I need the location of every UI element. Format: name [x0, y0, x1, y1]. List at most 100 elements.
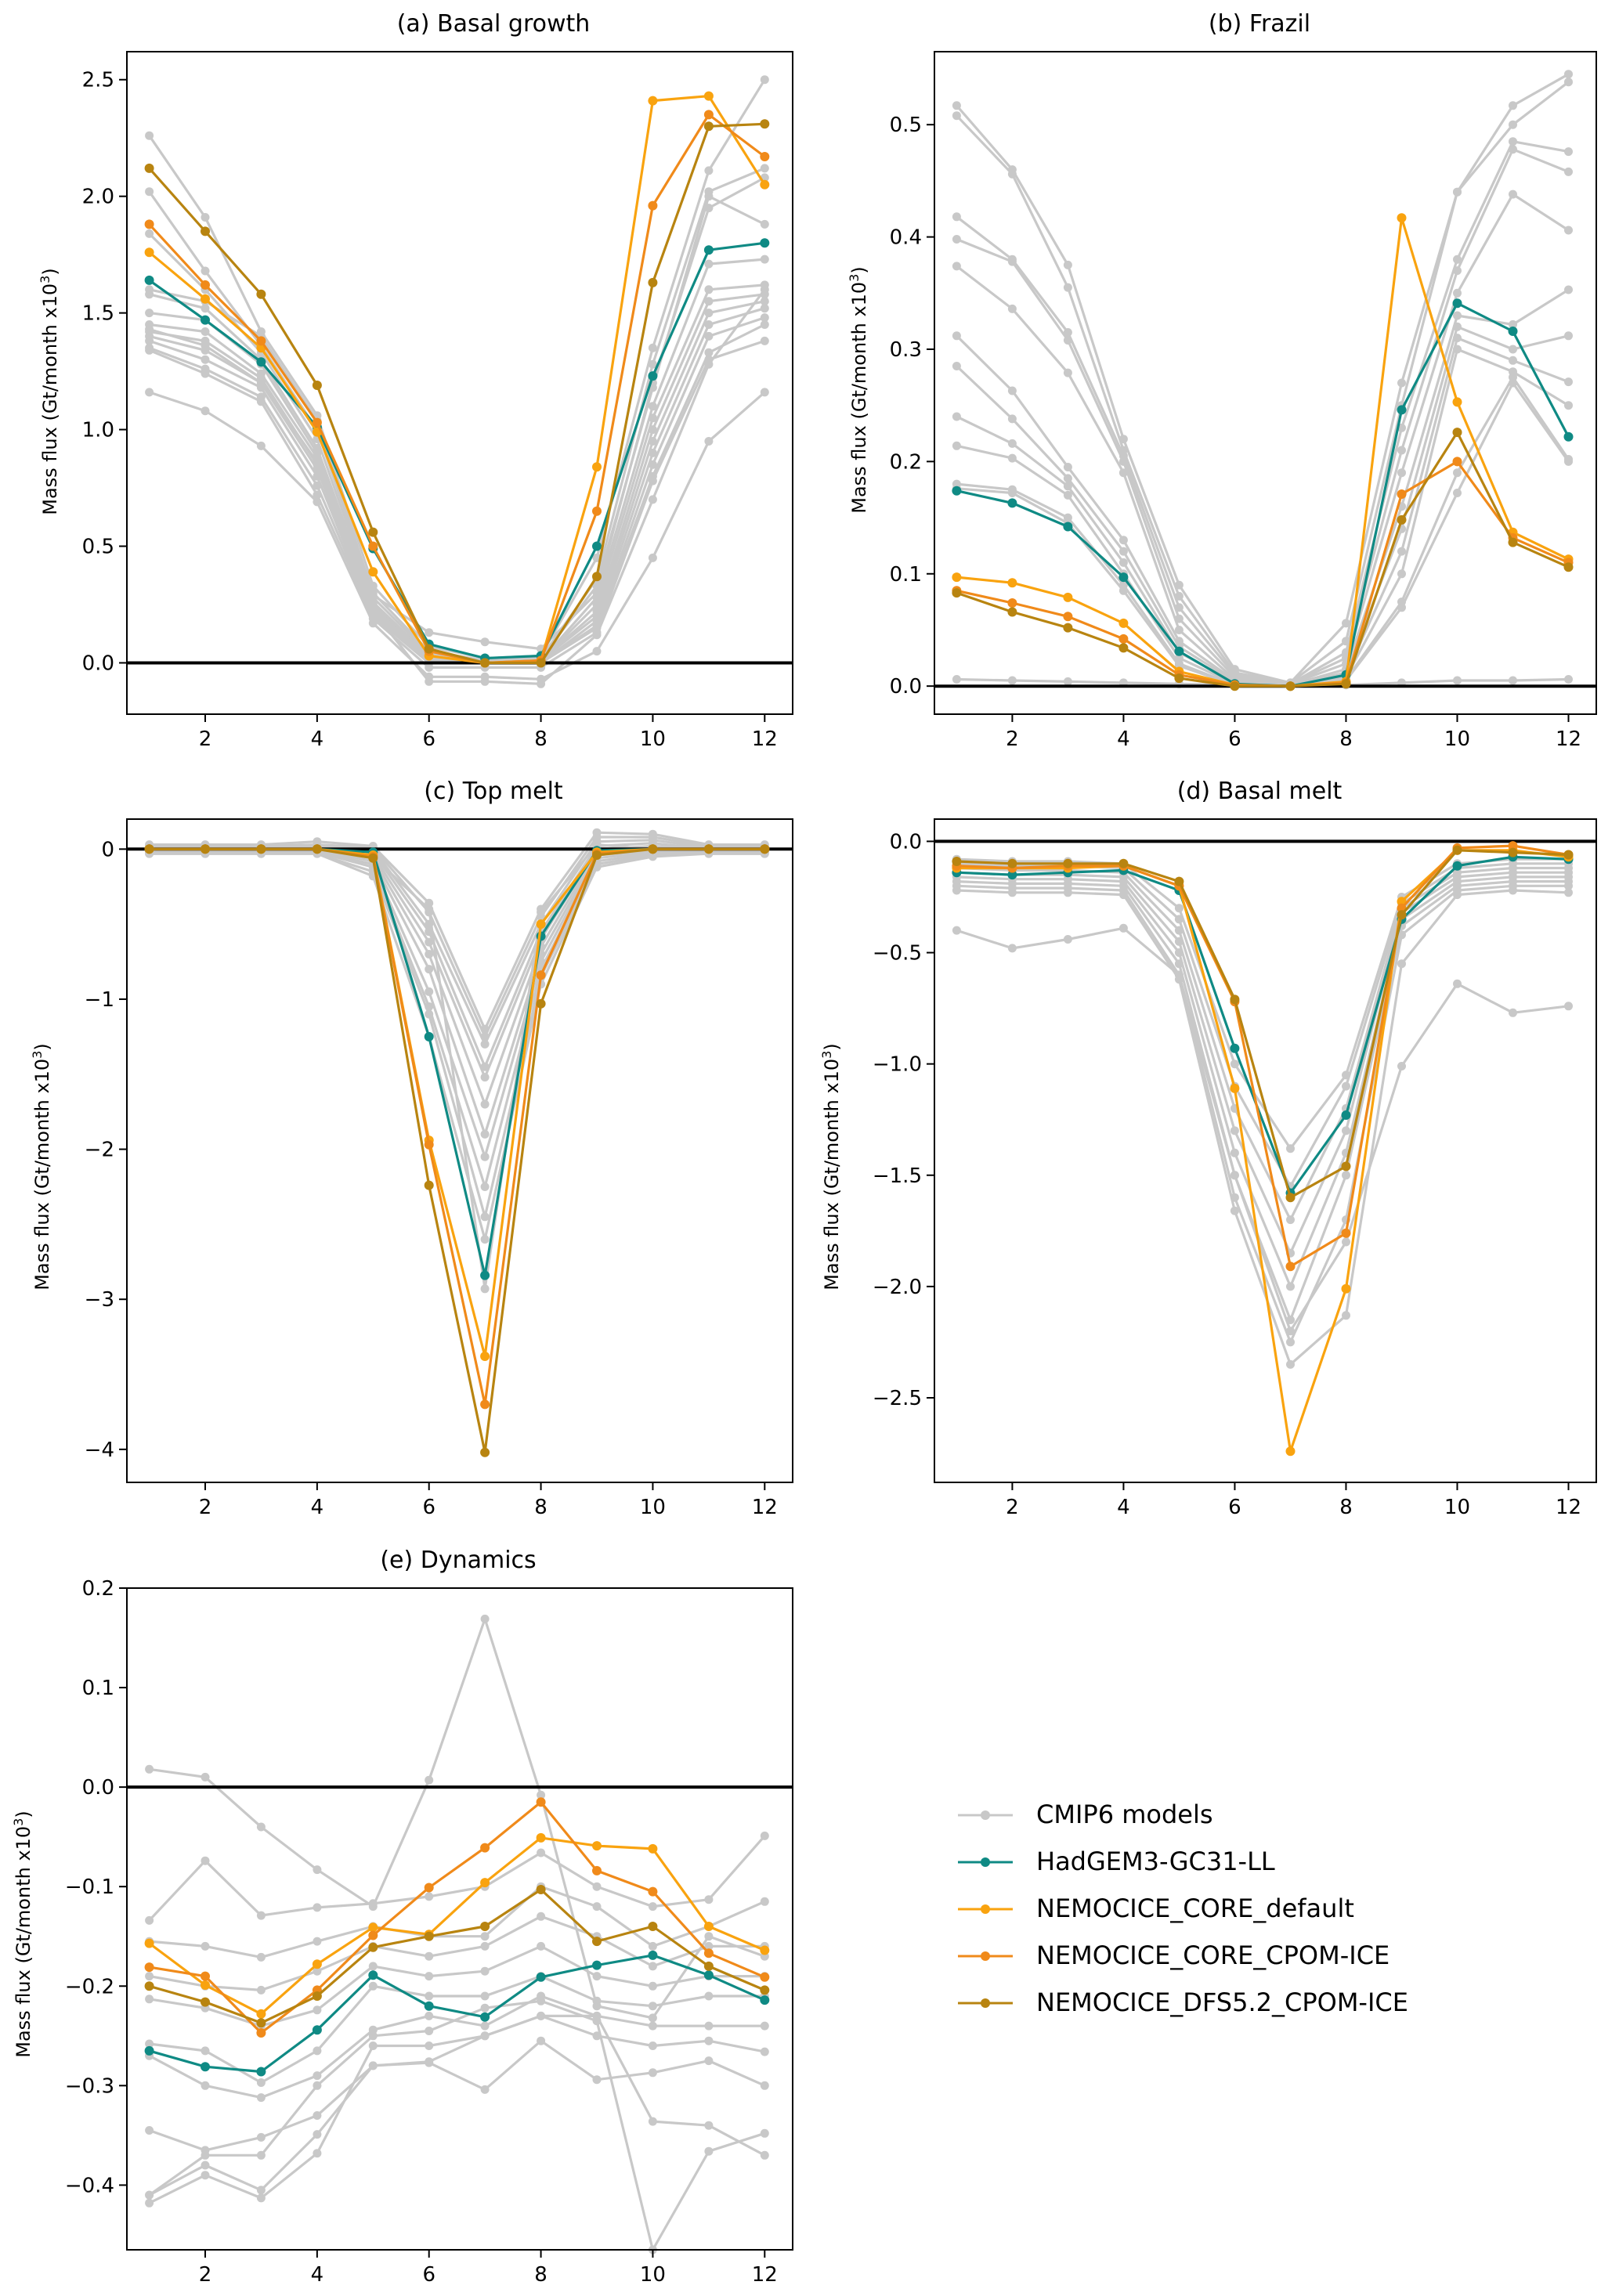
y-tick-label: −0.5 [873, 942, 922, 966]
cmip6-model-point [368, 2025, 378, 2034]
cmip6-model-point [592, 630, 602, 640]
series-point-dfs [312, 844, 322, 854]
legend-label: HadGEM3-GC31-LL [1036, 1847, 1275, 1876]
series-point-hadgem [1230, 1043, 1240, 1053]
cmip6-model-point [1453, 266, 1462, 276]
series-point-dfs [1007, 607, 1017, 617]
y-tick-label: −4 [85, 1439, 114, 1462]
cmip6-model-point [1453, 468, 1462, 478]
series-point-core_cpom [368, 1930, 378, 1940]
cmip6-model-point [256, 1985, 266, 1995]
series-point-core_default [1285, 1446, 1296, 1457]
cmip6-model-point [704, 2121, 714, 2130]
series-point-dfs [1452, 845, 1462, 855]
series-point-dfs [424, 644, 434, 654]
series-point-hadgem [312, 2025, 322, 2035]
cmip6-model-point [952, 212, 961, 222]
cmip6-model-line [149, 831, 765, 1031]
x-tick-label: 2 [199, 727, 212, 751]
series-point-hadgem [1007, 498, 1017, 508]
cmip6-model-point [1007, 257, 1017, 266]
series-point-hadgem [648, 371, 658, 381]
cmip6-model-point [425, 919, 434, 929]
y-tick-label: 0.4 [890, 226, 922, 250]
series-point-dfs [1285, 681, 1296, 691]
series-point-core_default [368, 1922, 378, 1933]
panel-title: (d) Basal melt [1177, 778, 1343, 805]
series-point-dfs [1563, 850, 1574, 860]
cmip6-model-line [956, 857, 1569, 1150]
cmip6-model-point [201, 213, 210, 222]
series-point-core_cpom [1508, 841, 1518, 851]
series-point-core_cpom [648, 1886, 658, 1897]
y-tick-label: −2 [85, 1139, 114, 1162]
cmip6-model-point [648, 2013, 657, 2023]
series-point-core_cpom [1397, 489, 1407, 499]
cmip6-model-point [201, 2081, 210, 2090]
cmip6-model-point [537, 2036, 546, 2045]
cmip6-model-point [368, 1899, 378, 1908]
cmip6-model-point [1230, 1060, 1239, 1069]
cmip6-model-point [648, 1962, 657, 1971]
y-tick-label: −2.5 [873, 1387, 922, 1410]
cmip6-model-point [256, 2132, 266, 2142]
series-point-dfs [1452, 428, 1462, 438]
x-tick-label: 6 [422, 2263, 435, 2287]
series-point-core_default [536, 919, 546, 930]
x-tick-label: 12 [752, 727, 778, 751]
cmip6-model-point [201, 341, 210, 350]
cmip6-model-point [704, 192, 714, 201]
cmip6-model-point [537, 1912, 546, 1921]
cmip6-model-point [592, 1972, 602, 1981]
cmip6-model-point [480, 2085, 490, 2094]
y-tick-label: 2.0 [82, 186, 114, 209]
cmip6-model-point [480, 2031, 490, 2041]
series-point-dfs [1397, 514, 1407, 525]
cmip6-model-line [148, 1999, 765, 2251]
series-point-core_cpom [312, 417, 322, 428]
cmip6-model-point [256, 2093, 266, 2103]
series-point-core_cpom [648, 200, 658, 211]
cmip6-model-point [704, 359, 714, 369]
cmip6-model-point [648, 495, 657, 504]
cmip6-model-point [704, 320, 714, 329]
plot-area: 2 4 6 8 10 12 −4 −3 −2 −1 0 [85, 818, 793, 1519]
x-tick-label: 12 [1556, 727, 1581, 751]
cmip6-model-point [592, 2016, 602, 2026]
plot-frame [934, 51, 1597, 715]
plot-frame [126, 51, 793, 715]
x-tick-label: 2 [199, 1496, 212, 1519]
cmip6-model-point [256, 1911, 266, 1920]
y-tick-label: 2.5 [82, 69, 114, 92]
cmip6-model-point [648, 448, 657, 457]
series-point-core_cpom [480, 1843, 490, 1853]
cmip6-model-point [1397, 468, 1406, 478]
cmip6-model-point [425, 662, 434, 672]
cmip6-model-point [1509, 356, 1517, 365]
cmip6-model-point [537, 1790, 546, 1800]
cmip6-model-point [313, 457, 322, 467]
cmip6-model-point [537, 908, 546, 917]
cmip6-model-point [256, 1822, 266, 1832]
cmip6-model-point [952, 926, 961, 935]
series-line-hadgem [149, 1954, 765, 2074]
x-tick-label: 10 [1444, 727, 1470, 751]
x-tick-label: 10 [640, 1496, 666, 1519]
legend-label: NEMOCICE_CORE_CPOM-ICE [1036, 1940, 1390, 1970]
cmip6-model-point [704, 1991, 714, 2001]
cmip6-model-point [256, 2078, 266, 2087]
plot-frame [126, 818, 793, 1483]
cmip6-model-point [648, 2002, 657, 2011]
cmip6-model-point [760, 297, 769, 306]
cmip6-model-point [1007, 169, 1017, 179]
cmip6-model-point [760, 164, 769, 173]
cmip6-model-point [704, 348, 714, 357]
cmip6-model-point [704, 2146, 714, 2156]
cmip6-model-point [368, 2031, 378, 2041]
x-tick-label: 12 [752, 1496, 778, 1519]
x-tick-label: 4 [311, 2263, 324, 2287]
y-axis-label: Mass flux (Gt/month x103) [30, 1043, 53, 1291]
y-tick-label: 0.2 [890, 450, 922, 474]
series-line-core_default [148, 1836, 765, 2016]
cmip6-model-point [1063, 283, 1072, 292]
